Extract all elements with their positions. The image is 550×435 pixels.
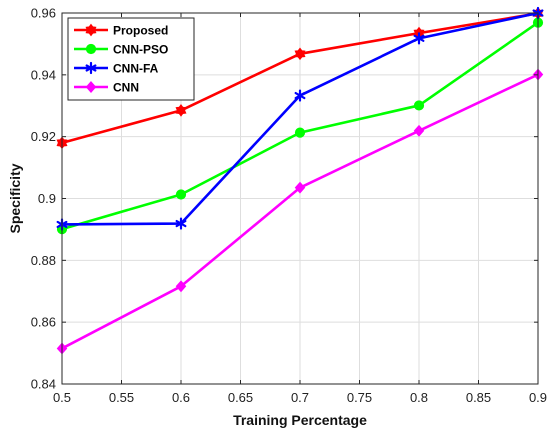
legend-item: CNN-PSO (74, 43, 168, 57)
x-tick-label: 0.55 (109, 390, 134, 405)
x-axis-label: Training Percentage (233, 412, 367, 428)
legend-label: CNN (113, 81, 139, 95)
x-tick-label: 0.65 (228, 390, 253, 405)
legend-label: Proposed (113, 24, 168, 38)
x-tick-label: 0.6 (172, 390, 190, 405)
y-tick-label: 0.88 (31, 253, 56, 268)
data-point (175, 104, 187, 117)
y-tick-label: 0.9 (38, 191, 56, 206)
data-point (175, 189, 187, 200)
y-tick-label: 0.92 (31, 129, 56, 144)
data-point (85, 43, 97, 55)
data-point (175, 217, 187, 230)
x-tick-label: 0.8 (410, 390, 428, 405)
series-layer (56, 6, 544, 355)
series-cnn (56, 68, 544, 355)
legend-label: CNN-PSO (113, 43, 168, 57)
ticks: 0.5 0.55 0.6 0.65 0.7 0.75 0.8 0.85 0.9 0.84 0.86 0… (31, 6, 547, 406)
data-point (294, 89, 306, 102)
series-cnn-pso (56, 17, 544, 235)
x-tick-label: 0.7 (291, 390, 309, 405)
series-proposed (56, 6, 544, 150)
data-point (294, 47, 306, 61)
y-axis-label: Specificity (7, 163, 23, 233)
data-point (85, 23, 97, 37)
y-tick-label: 0.84 (31, 377, 56, 392)
data-point (175, 280, 187, 293)
data-point (413, 124, 425, 137)
data-point (294, 181, 306, 194)
legend-item: CNN-FA (74, 62, 159, 76)
x-tick-label: 0.85 (466, 390, 491, 405)
data-point (413, 100, 425, 111)
legend-item: Proposed (74, 24, 168, 38)
data-point (413, 32, 425, 45)
x-tick-label: 0.75 (347, 390, 372, 405)
y-tick-label: 0.86 (31, 315, 56, 330)
legend-label: CNN-FA (113, 62, 159, 76)
data-point (85, 81, 97, 93)
data-point (294, 127, 306, 138)
x-tick-label: 0.9 (529, 390, 547, 405)
data-point (85, 61, 97, 75)
y-tick-label: 0.94 (31, 67, 56, 82)
legend: Proposed CNN-PSO CNN-FA CNN (67, 17, 195, 101)
legend-item: CNN (74, 81, 139, 95)
x-tick-label: 0.5 (53, 390, 71, 405)
y-tick-label: 0.96 (31, 6, 56, 21)
